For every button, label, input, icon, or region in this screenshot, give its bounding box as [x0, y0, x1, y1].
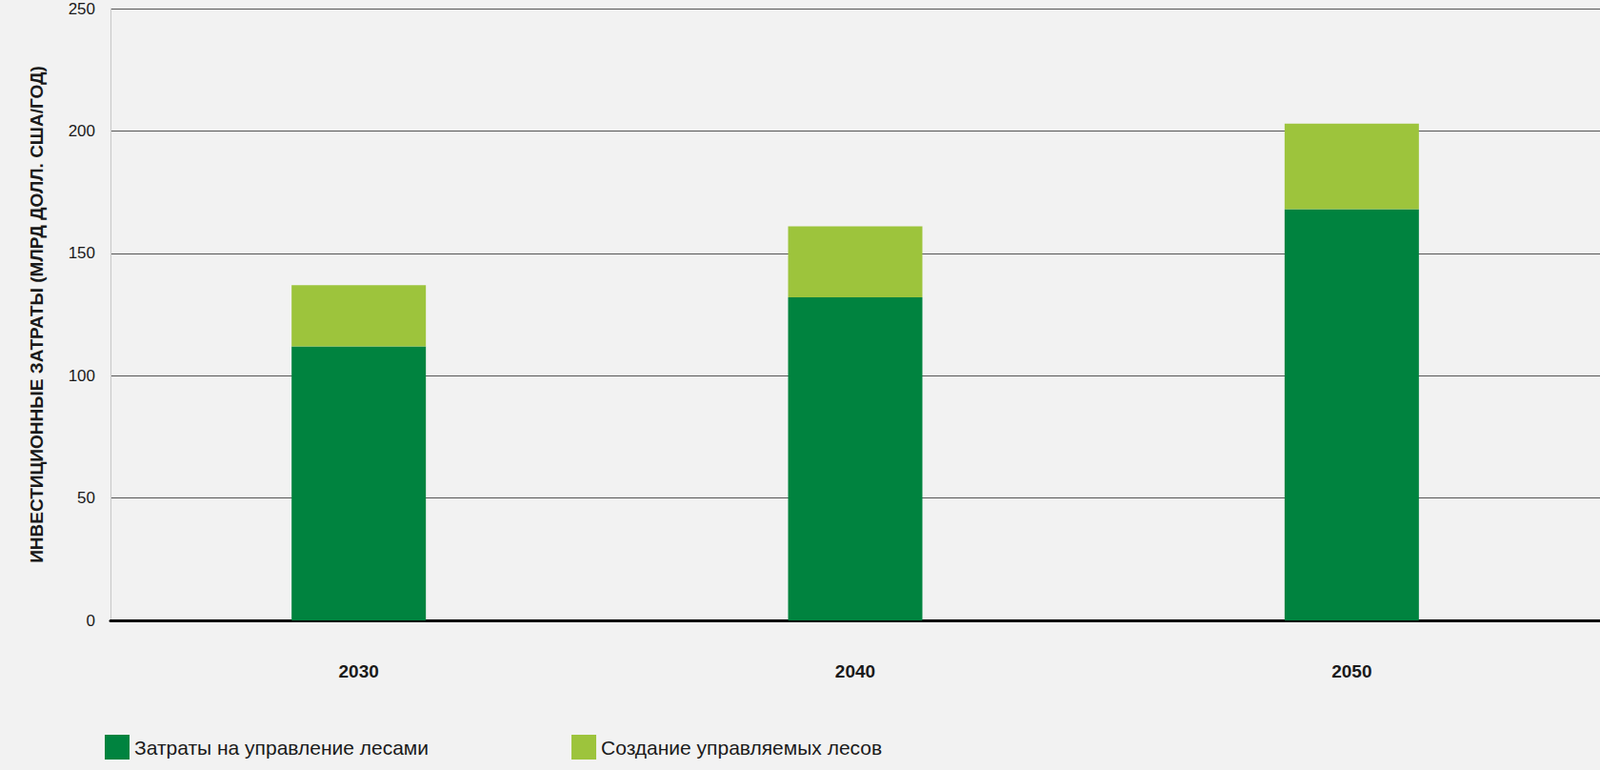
svg-text:2040: 2040 [835, 660, 876, 681]
svg-text:Затраты на управление лесами: Затраты на управление лесами [134, 736, 429, 759]
svg-text:250: 250 [68, 0, 96, 19]
svg-text:150: 150 [68, 243, 96, 262]
svg-text:50: 50 [77, 488, 96, 507]
svg-text:Создание управляемых лесов: Создание управляемых лесов [600, 736, 882, 759]
svg-text:2030: 2030 [339, 660, 380, 681]
svg-text:2050: 2050 [1331, 660, 1372, 681]
svg-text:100: 100 [68, 366, 96, 385]
svg-text:0: 0 [86, 611, 96, 630]
svg-text:ИНВЕСТИЦИОННЫЕ ЗАТРАТЫ (МЛРД Д: ИНВЕСТИЦИОННЫЕ ЗАТРАТЫ (МЛРД ДОЛЛ. США/Г… [26, 65, 47, 563]
svg-text:200: 200 [68, 121, 96, 140]
